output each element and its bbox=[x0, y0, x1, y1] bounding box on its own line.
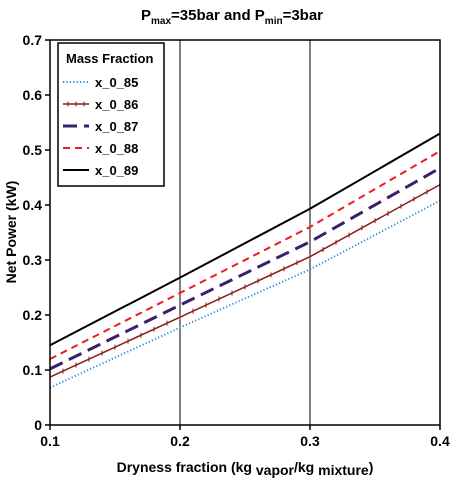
x-title-sub-2: mixture bbox=[318, 462, 369, 478]
x-tick-label: 0.3 bbox=[300, 433, 320, 449]
x-axis-title: Dryness fraction (kg vapor/kg mixture) bbox=[117, 459, 374, 478]
legend-box bbox=[57, 42, 165, 187]
y-tick-label: 0.1 bbox=[23, 362, 43, 378]
series-line-x-0-86 bbox=[49, 183, 441, 378]
title-part-3: =3bar bbox=[283, 7, 324, 24]
series-line-x-0-88 bbox=[49, 150, 441, 360]
series-line-x-0-89 bbox=[49, 132, 441, 347]
x-title-main: Dryness fraction (kg bbox=[117, 459, 256, 475]
x-title-end: ) bbox=[369, 459, 374, 475]
series-line-x-0-85 bbox=[49, 199, 441, 389]
y-tick-label: 0.2 bbox=[23, 307, 43, 323]
series-layer bbox=[49, 132, 441, 389]
legend-label-x-0-88: x_0_88 bbox=[95, 141, 138, 156]
y-tick-label: 0.5 bbox=[23, 142, 43, 158]
x-tick-label: 0.4 bbox=[430, 433, 450, 449]
legend-title: Mass Fraction bbox=[66, 51, 153, 66]
legend-label-x-0-87: x_0_87 bbox=[95, 119, 138, 134]
legend-items: x_0_85 x_0_86 x_0_87 x_0_88 x_0_89 bbox=[63, 75, 138, 178]
legend: Mass Fraction x_0_85x_0_86x_0_87x_0_88x_… bbox=[57, 42, 165, 187]
x-title-mid: /kg bbox=[294, 459, 318, 475]
title-sub-1: max bbox=[151, 16, 171, 27]
y-axis-title: Net Power (kW) bbox=[3, 181, 19, 284]
legend-label-x-0-86: x_0_86 bbox=[95, 97, 138, 112]
x-tick-label: 0.2 bbox=[170, 433, 190, 449]
x-tick-label: 0.1 bbox=[40, 433, 60, 449]
x-title-sub-1: vapor bbox=[256, 462, 295, 478]
title-sub-2: min bbox=[265, 16, 283, 27]
series-line-x-0-87 bbox=[49, 166, 441, 371]
y-tick-label: 0.6 bbox=[23, 87, 43, 103]
legend-label-x-0-85: x_0_85 bbox=[95, 75, 138, 90]
title-part-1: P bbox=[141, 7, 151, 24]
y-tick-label: 0.4 bbox=[23, 197, 43, 213]
chart-title: Pmax=35bar and Pmin=3bar bbox=[141, 7, 323, 27]
tick-layer: 00.10.20.30.40.50.60.70.1 0.2 0.3 0.4 bbox=[23, 32, 450, 449]
plot-frame bbox=[49, 39, 441, 426]
y-tick-label: 0.7 bbox=[23, 32, 43, 48]
legend-label-x-0-89: x_0_89 bbox=[95, 163, 138, 178]
title-part-2: =35bar and P bbox=[171, 7, 265, 24]
y-tick-label: 0.3 bbox=[23, 252, 43, 268]
y-tick-label: 0 bbox=[34, 417, 42, 433]
